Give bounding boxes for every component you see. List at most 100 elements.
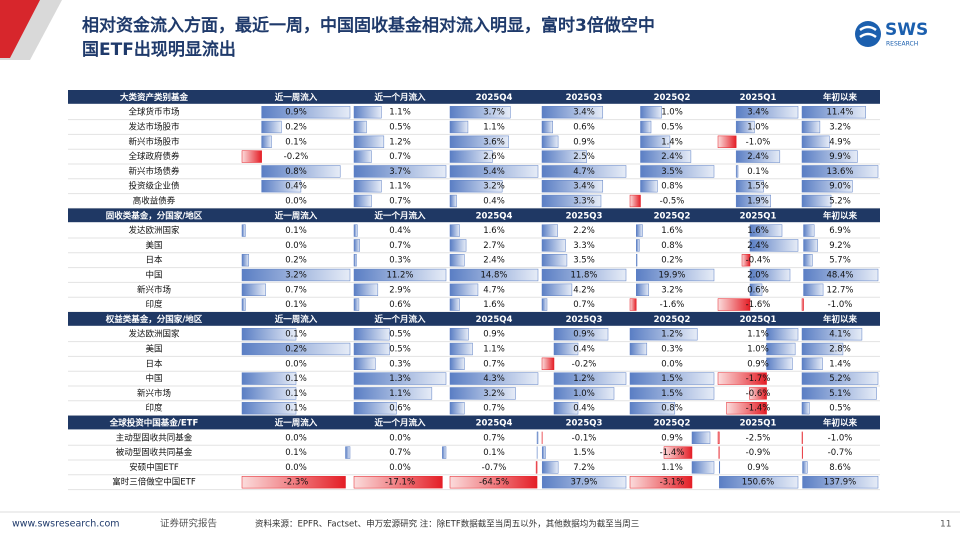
data-bar [803,239,818,252]
data-bar [449,165,539,178]
data-bar [735,180,764,193]
row-label: 发达市场股市 [128,122,180,133]
cell-value: 0.7% [483,404,505,414]
data-bar [449,357,465,370]
cell-value: 0.8% [285,167,307,177]
cell-value: 9.9% [829,152,851,162]
data-bar [241,402,297,415]
row-label: 全球货币市场 [128,107,179,118]
cell-value: -1.7% [746,374,771,384]
data-bar [726,402,767,415]
deco [0,0,40,58]
data-bar [353,357,376,370]
data-bar [241,298,246,311]
cell-value: 0.9% [747,463,769,473]
data-bar [241,268,351,282]
data-bar [766,342,796,356]
data-bar [541,165,627,178]
data-bar [353,476,443,489]
data-bar [553,387,615,400]
data-bar [553,402,579,415]
section-header [68,208,880,223]
cell-value: 1.0% [661,108,683,118]
cell-value: 2.4% [661,152,683,162]
data-bar [536,431,539,444]
cell-value: 4.1% [829,330,851,340]
cell-value: 0.5% [661,123,683,133]
column-header: 近一个月流入 [374,210,426,221]
cell-value: 0.3% [661,345,683,355]
section-title: 权益类基金，分国家/地区 [105,314,203,325]
row-label: 中国 [145,270,162,281]
cell-value: 4.9% [829,137,851,147]
data-bar [553,328,609,341]
cell-value: -1.0% [828,433,853,443]
data-bar [717,372,767,385]
column-header: 近一周流入 [275,92,318,103]
cell-value: 0.1% [285,137,307,147]
cell-value: 1.1% [389,389,411,399]
data-bar [636,254,638,267]
cell-value: 2.8% [829,345,851,355]
cell-value: 3.7% [389,167,411,177]
column-header: 近一周流入 [275,210,318,221]
data-bar [345,446,351,459]
cell-value: 1.4% [661,137,683,147]
cell-value: -0.2% [284,152,309,162]
cell-value: 1.4% [829,359,851,369]
cell-value: -1.4% [746,404,771,414]
cell-value: 0.1% [285,300,307,310]
data-bar [353,239,360,252]
cell-value: 0.5% [389,330,411,340]
cell-value: 3.3% [573,241,595,251]
column-header: 年初以来 [823,314,858,325]
data-bar [353,135,385,148]
cell-value: 6.9% [829,226,851,236]
cell-value: 0.9% [573,137,595,147]
cell-value: -1.0% [828,300,853,310]
cell-value: 3.4% [573,108,595,118]
cell-value: 1.5% [573,448,595,458]
data-bar [353,165,447,178]
data-bar [353,224,358,237]
cell-value: 1.5% [661,374,683,384]
cell-value: 1.6% [483,226,505,236]
data-bar [636,268,715,282]
cell-value: 7.2% [573,463,595,473]
column-header: 2025Q2 [654,315,691,325]
cell-value: -0.7% [828,448,853,458]
data-bar [449,283,479,296]
column-header: 2025Q1 [740,315,777,325]
data-bar [629,328,698,341]
data-bar [801,120,821,134]
cell-value: 0.9% [573,330,595,340]
row-label: 被动型固收共同基金 [116,447,193,458]
title: 相对资金流入方面，最近一周，中国固收基金相对流入明显，富时3倍做空中 [82,15,655,36]
cell-value: 2.7% [483,241,505,251]
title: 国ETF出现明显流出 [82,39,236,60]
data-bar [629,298,637,311]
data-bar [261,135,272,148]
data-bar [449,254,465,267]
data-bar [629,402,676,415]
cell-value: 5.2% [829,374,851,384]
cell-value: 19.9% [658,271,685,281]
data-bar [640,135,671,148]
cell-value: 5.2% [829,197,851,207]
cell-value: 3.4% [573,182,595,192]
cell-value: -2.5% [746,433,771,443]
cell-value: 1.1% [747,330,769,340]
data-bar [801,357,823,370]
data-bar [449,106,511,119]
cell-value: 1.3% [389,374,411,384]
cell-value: 0.1% [285,330,307,340]
column-header: 2025Q3 [566,419,603,429]
data-bar [802,461,808,474]
data-bar [353,150,372,163]
cell-value: 0.4% [483,197,505,207]
data-bar [803,224,815,237]
page-number: 11 [940,520,951,530]
cell-value: 0.8% [661,182,683,192]
column-header: 2025Q2 [654,93,691,103]
cell-value: 137.9% [824,478,856,488]
